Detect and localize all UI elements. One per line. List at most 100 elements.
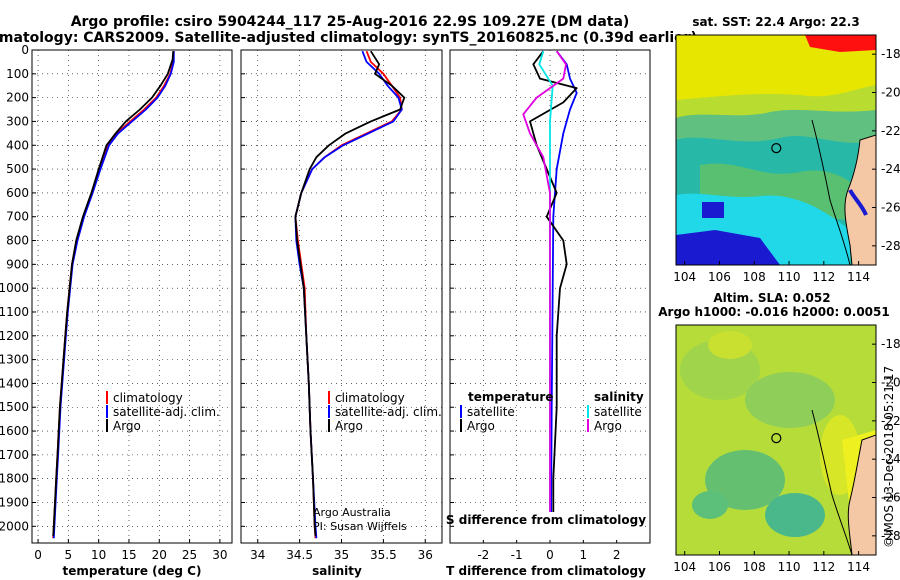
depth-tick-label: 1100 [0, 305, 29, 319]
depth-tick-label: 100 [6, 67, 29, 81]
lat-tick-label: -28 [881, 529, 900, 543]
sst-lon-tick-labels: 104 106 108 110 112 114 [673, 261, 870, 284]
legend-temperature-argo: Argo [467, 419, 495, 433]
depth-tick-label: 800 [6, 234, 29, 248]
x-tick-label: 20 [152, 548, 167, 562]
sst-coldest-patch [676, 230, 780, 265]
salinity-xlabel: salinity [312, 564, 362, 578]
lat-tick-label: -28 [881, 239, 900, 253]
lat-tick-label: -20 [881, 376, 900, 390]
difference-legend: temperature satellite Argo salinity sate… [460, 390, 644, 433]
depth-tick-label: 1500 [0, 400, 29, 414]
lat-tick-label: -20 [881, 86, 900, 100]
argo-line [52, 51, 175, 536]
lat-tick-label: -22 [881, 124, 900, 138]
depth-tick-label: 1900 [0, 496, 29, 510]
sla-map-title-line2: Argo h1000: -0.016 h2000: 0.0051 [658, 305, 889, 319]
x-tick-label: 35 [334, 548, 349, 562]
lat-tick-label: -22 [881, 414, 900, 428]
temperature-panel: 0100200300400500600700800900100011001200… [0, 43, 233, 578]
legend-climatology: climatology [113, 391, 183, 405]
sla-shelf-contour [811, 409, 853, 555]
sla-blob-5 [692, 491, 728, 519]
lon-tick-label: 106 [708, 560, 731, 574]
x-tick-label: 0 [546, 548, 554, 562]
temperature-grid [32, 49, 232, 543]
temperature-lines [52, 51, 175, 539]
x-tick-label: 36 [418, 548, 433, 562]
depth-tick-label: 1200 [0, 329, 29, 343]
legend-satellite-adj: satellite-adj. clim. [335, 405, 442, 419]
sst-coastal-cold [848, 189, 868, 216]
depth-tick-label: 500 [6, 162, 29, 176]
salinity-tick-labels: 34 34.5 35 35.5 36 [250, 548, 433, 562]
salinity-axes-frame [240, 49, 443, 544]
sla-map-frame [675, 324, 877, 556]
lon-tick-label: 108 [743, 560, 766, 574]
lat-tick-label: -18 [881, 337, 900, 351]
temperature-xlabel: temperature (deg C) [63, 564, 202, 578]
sla-lat-tick-labels: -18 -20 -22 -24 -26 -28 [872, 337, 900, 543]
lon-tick-label: 108 [743, 270, 766, 284]
depth-tick-label: 1400 [0, 376, 29, 390]
float-position-marker [771, 433, 782, 444]
credit-text: Argo Australia [313, 506, 391, 519]
legend-salinity-heading: salinity [594, 390, 644, 404]
figure-title-line2: Climatology: CARS2009. Satellite-adjuste… [0, 30, 697, 46]
legend-salinity-satellite: satellite [594, 405, 642, 419]
sst-map-title: sat. SST: 22.4 Argo: 22.3 [692, 15, 859, 29]
legend-argo: Argo [335, 419, 363, 433]
x-tick-label: 15 [121, 548, 136, 562]
x-tick-label: 34 [250, 548, 265, 562]
s-difference-xlabel: S difference from climatology [446, 513, 646, 527]
s-axis-label-backdrop [455, 512, 645, 540]
legend-temperature-satellite: satellite [467, 405, 515, 419]
sla-blob-3 [705, 450, 785, 510]
t-difference-xlabel: T difference from climatology [446, 564, 646, 578]
lon-tick-label: 114 [847, 270, 870, 284]
lon-tick-label: 112 [812, 270, 835, 284]
x-tick-label: 35.5 [370, 548, 397, 562]
depth-tick-label: 1600 [0, 424, 29, 438]
depth-tick-label: 900 [6, 257, 29, 271]
imos-footer: ©IMOS 13-Dec-2018 05:21:17 [882, 366, 896, 548]
sla-blob-6 [708, 331, 752, 359]
sst-shelf-contour [811, 119, 851, 265]
lat-tick-label: -24 [881, 452, 900, 466]
depth-tick-label: 200 [6, 91, 29, 105]
legend-climatology: climatology [335, 391, 405, 405]
temperature-tick-labels: 0 5 10 15 20 25 30 [34, 548, 227, 562]
lat-tick-label: -18 [881, 47, 900, 61]
salinity-panel: 34 34.5 35 35.5 36 salinity climatology sate… [240, 49, 443, 578]
depth-tick-label: 0 [21, 43, 29, 57]
depth-tick-label: 2000 [0, 519, 29, 533]
sla-map-image [676, 325, 876, 555]
depth-tick-label: 700 [6, 210, 29, 224]
sst-map-frame [675, 34, 877, 266]
lon-tick-label: 106 [708, 270, 731, 284]
float-position-marker [771, 143, 782, 154]
sst-map-panel: sat. SST: 22.4 Argo: 22.3 104 106 108 110 11… [673, 15, 900, 284]
legend-salinity-argo: Argo [594, 419, 622, 433]
sla-blob-2 [745, 372, 835, 428]
x-tick-label: -1 [511, 548, 523, 562]
argo-line [294, 50, 406, 536]
depth-tick-label: 600 [6, 186, 29, 200]
sst-map-image [676, 35, 876, 265]
figure-title-line1: Argo profile: csiro 5904244_117 25-Aug-2… [71, 14, 630, 30]
climatology-line [52, 51, 175, 539]
lat-tick-label: -26 [881, 201, 900, 215]
lon-tick-label: 110 [778, 560, 801, 574]
s-diff-argo-line [522, 50, 567, 527]
sla-map-panel: Altim. SLA: 0.052 Argo h1000: -0.016 h20… [658, 291, 900, 574]
temperature-axes-frame [31, 49, 233, 544]
depth-tick-label: 1300 [0, 353, 29, 367]
sst-lat-tick-labels: -18 -20 -22 -24 -26 -28 [872, 47, 900, 253]
x-tick-label: 10 [91, 548, 106, 562]
pi-text: PI: Susan Wijffels [313, 520, 407, 533]
lon-tick-label: 104 [673, 560, 696, 574]
sla-blob-4 [765, 493, 825, 537]
x-tick-label: 1 [580, 548, 588, 562]
salinity-grid [241, 49, 442, 543]
